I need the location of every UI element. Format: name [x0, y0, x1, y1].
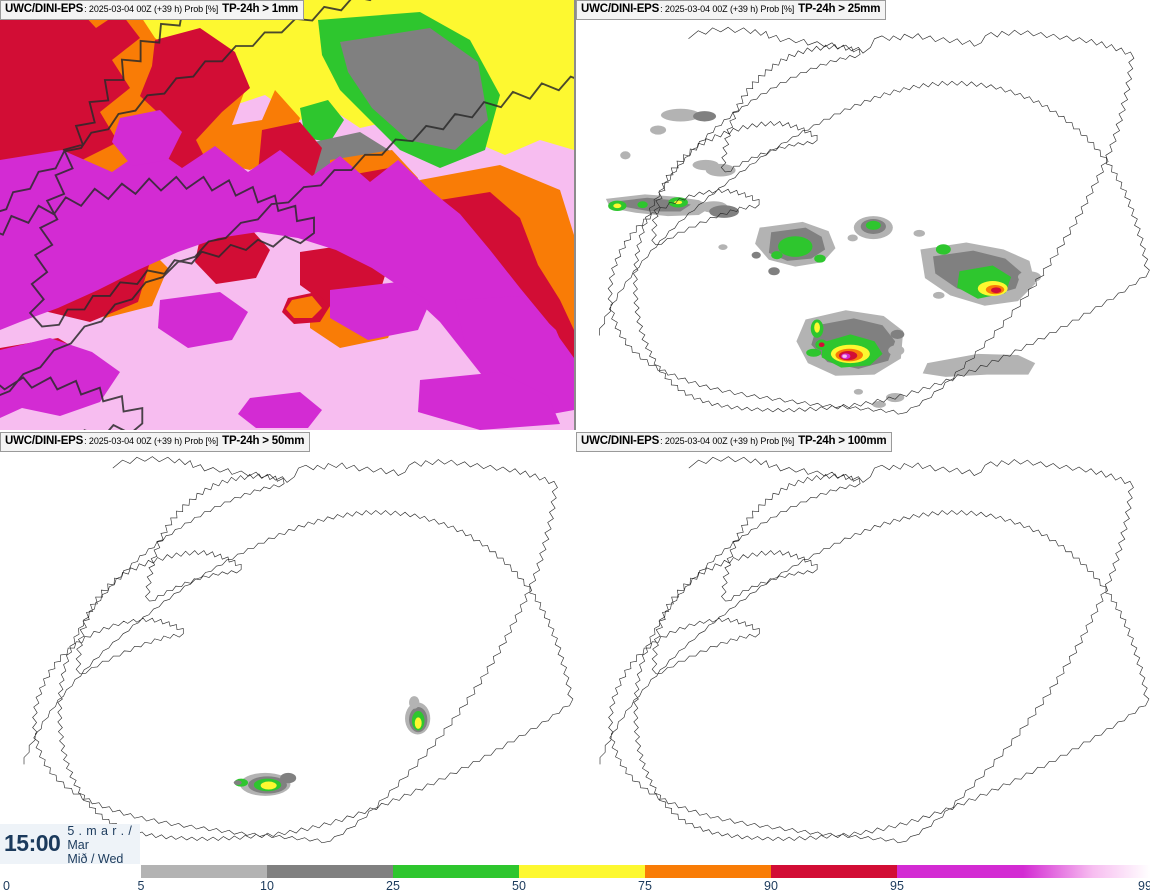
valid-time-widget[interactable]: 15:00 5 . m a r . / Mar Mið / Wed: [0, 824, 140, 864]
valid-time-date: 5 . m a r . / Mar Mið / Wed: [60, 824, 132, 864]
panel-prob-100mm[interactable]: UWC/DINI-EPS: 2025-03-04 00Z (+39 h) Pro…: [576, 432, 1150, 856]
panel-vertical-divider: [574, 0, 576, 430]
colorbar-tick-25: 25: [386, 879, 400, 891]
prob-field-50mm: [233, 696, 431, 796]
prob-field-25mm: [605, 108, 1041, 408]
panel-run-label: : 2025-03-04 00Z (+39 h) Prob [%]: [84, 4, 219, 14]
colorbar-segment-crimson: [771, 865, 898, 878]
panel-title-100mm: UWC/DINI-EPS: 2025-03-04 00Z (+39 h) Pro…: [576, 432, 893, 452]
map-background: [0, 432, 574, 856]
colorbar-segment-green: [393, 865, 520, 878]
panel-param-label: TP-24h > 1mm: [222, 3, 299, 15]
colorbar-zero-label: 0: [3, 879, 10, 891]
panel-prob-1mm[interactable]: UWC/DINI-EPS: 2025-03-04 00Z (+39 h) Pro…: [0, 0, 574, 430]
panel-param-label: TP-24h > 100mm: [798, 435, 887, 447]
panel-model-label: UWC/DINI-EPS: [5, 435, 84, 447]
panel-prob-25mm[interactable]: UWC/DINI-EPS: 2025-03-04 00Z (+39 h) Pro…: [576, 0, 1150, 430]
panel-run-label: : 2025-03-04 00Z (+39 h) Prob [%]: [84, 436, 219, 446]
colorbar-segment-magenta: [897, 865, 1024, 878]
valid-date-line-1: 5 . m a r . /: [67, 824, 133, 838]
prob-band-95h: [238, 392, 322, 428]
panel-title-1mm: UWC/DINI-EPS: 2025-03-04 00Z (+39 h) Pro…: [0, 0, 305, 20]
map-canvas-25mm: [576, 2, 1150, 428]
prob-band-95c: [158, 292, 248, 348]
prob-band-90i: [195, 230, 270, 284]
panel-run-label: : 2025-03-04 00Z (+39 h) Prob [%]: [660, 4, 795, 14]
prob-band-95g: [418, 372, 560, 430]
prob-core-orange: [286, 296, 322, 318]
colorbar-segment-light-grey: [141, 865, 268, 878]
panel-title-25mm: UWC/DINI-EPS: 2025-03-04 00Z (+39 h) Pro…: [576, 0, 887, 20]
colorbar-segment-orange: [645, 865, 772, 878]
colorbar-segment-pale-pink: [1023, 865, 1150, 878]
prob-band-95: [0, 146, 574, 420]
colorbar-tick-5: 5: [137, 879, 145, 891]
panel-model-label: UWC/DINI-EPS: [581, 435, 660, 447]
bottom-bar: 15:00 5 . m a r . / Mar Mið / Wed 0 5 10 2…: [0, 824, 1150, 891]
colorbar-tick-50: 50: [512, 879, 526, 891]
panel-model-label: UWC/DINI-EPS: [5, 3, 84, 15]
prob-band-95b: [0, 338, 120, 418]
map-canvas-100mm: [576, 432, 1150, 856]
prob-band-95d: [330, 282, 430, 340]
panel-run-label: : 2025-03-04 00Z (+39 h) Prob [%]: [660, 436, 795, 446]
colorbar-tick-75: 75: [638, 879, 652, 891]
map-canvas-1mm: [0, 0, 574, 430]
colorbar-tick-95: 95: [890, 879, 904, 891]
map-background: [576, 432, 1150, 856]
panel-title-50mm: UWC/DINI-EPS: 2025-03-04 00Z (+39 h) Pro…: [0, 432, 311, 452]
panel-param-label: TP-24h > 25mm: [798, 3, 881, 15]
colorbar-tick-99: 99: [1138, 879, 1150, 891]
colorbar-tick-90: 90: [764, 879, 778, 891]
valid-date-line-3: Mið / Wed: [67, 852, 124, 864]
panel-param-label: TP-24h > 50mm: [222, 435, 305, 447]
panel-horizontal-divider: [0, 430, 1150, 432]
panel-prob-50mm[interactable]: UWC/DINI-EPS: 2025-03-04 00Z (+39 h) Pro…: [0, 432, 574, 856]
valid-time-clock: 15:00: [4, 830, 61, 856]
prob-band-25c: [300, 100, 344, 142]
valid-date-line-2: Mar: [67, 838, 89, 852]
colorbar-tick-10: 10: [260, 879, 274, 891]
colorbar-segment-yellow: [519, 865, 646, 878]
prob-band-95e: [112, 110, 182, 166]
prob-band-95f: [455, 296, 574, 418]
panel-model-label: UWC/DINI-EPS: [581, 3, 660, 15]
map-canvas-50mm: [0, 432, 574, 856]
probability-colorbar[interactable]: 5 10 25 50 75 90 95 99: [138, 865, 1150, 891]
colorbar-segment-dark-grey: [267, 865, 394, 878]
